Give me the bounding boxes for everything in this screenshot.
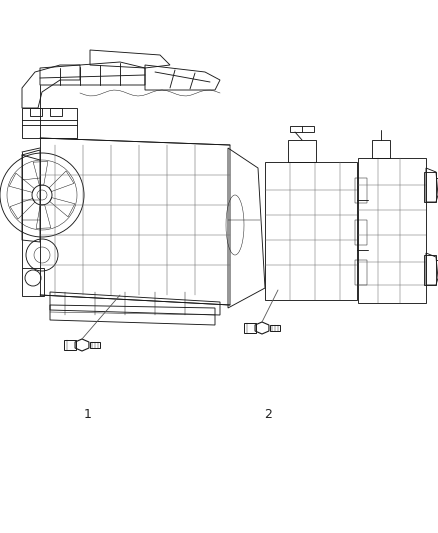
Text: 2: 2 [264,408,272,422]
Bar [90,342,100,348]
Bar [64,340,76,350]
Bar [22,108,77,138]
Bar [358,158,426,303]
Bar [355,178,367,203]
Bar [22,268,44,296]
Bar [30,108,42,116]
Bar [50,108,62,116]
Bar [372,140,390,158]
Bar [355,220,367,245]
Bar [424,255,436,285]
Text: 1: 1 [84,408,92,422]
Bar [355,260,367,285]
Bar [290,126,314,132]
Bar [424,172,436,202]
Bar [244,323,256,333]
Bar [270,325,280,331]
Bar [265,162,357,300]
Bar [288,140,316,162]
